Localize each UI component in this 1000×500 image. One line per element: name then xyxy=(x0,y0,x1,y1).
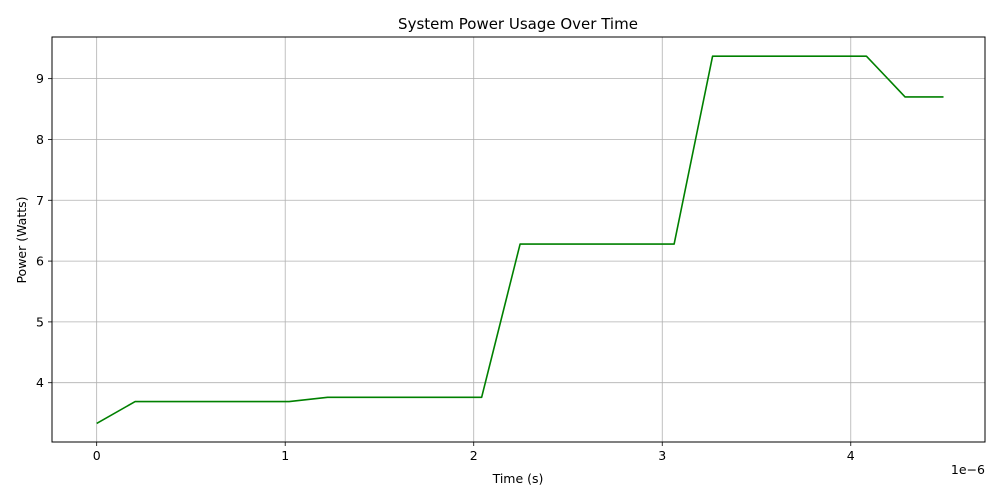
y-tick-label: 8 xyxy=(36,132,44,147)
y-tick-label: 6 xyxy=(36,254,44,269)
grid-layer xyxy=(52,37,985,442)
series-layer xyxy=(96,55,944,425)
x-axis-label: Time (s) xyxy=(492,471,544,486)
series-line xyxy=(96,55,944,425)
plot-frame xyxy=(51,36,986,443)
y-tick-label: 5 xyxy=(36,314,44,329)
x-tick-label: 0 xyxy=(93,448,101,463)
tick-layer: 0 1 2 3 4 4 5 6 7 8 9 xyxy=(36,71,855,463)
x-tick-label: 1 xyxy=(281,448,289,463)
y-tick-label: 4 xyxy=(36,375,44,390)
chart-title: System Power Usage Over Time xyxy=(398,15,638,33)
x-tick-label: 2 xyxy=(470,448,478,463)
y-axis-label: Power (Watts) xyxy=(14,196,29,283)
x-tick-label: 4 xyxy=(847,448,855,463)
y-tick-label: 9 xyxy=(36,71,44,86)
y-tick-label: 7 xyxy=(36,193,44,208)
x-tick-label: 3 xyxy=(658,448,666,463)
x-axis-offset-label: 1e−6 xyxy=(951,462,985,477)
